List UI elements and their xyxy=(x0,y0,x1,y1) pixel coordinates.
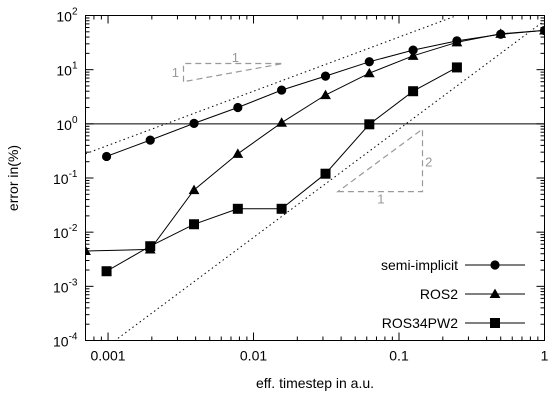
data-point xyxy=(451,62,462,73)
data-point xyxy=(276,117,288,127)
data-point xyxy=(276,203,287,214)
x-axis-label: eff. timestep in a.u. xyxy=(256,375,374,391)
y-tick-label: 101 xyxy=(56,61,78,79)
data-point xyxy=(277,85,287,95)
legend-marker xyxy=(489,288,501,299)
data-point xyxy=(320,168,331,179)
legend-entry-ROS2: ROS2 xyxy=(420,286,525,302)
x-tick-label: 0.1 xyxy=(389,348,409,364)
legend-entry-semi-implicit: semi-implicit xyxy=(381,257,525,273)
legend-label: semi-implicit xyxy=(381,257,458,273)
series-line xyxy=(106,66,458,272)
slope-triangle-1-label: 1 xyxy=(232,50,239,65)
slope-triangle-2-label: 2 xyxy=(425,155,432,170)
data-point xyxy=(233,102,243,113)
slope-triangle-2 xyxy=(336,127,424,193)
data-point xyxy=(407,50,419,60)
legend-marker xyxy=(490,260,500,270)
data-point xyxy=(232,148,244,158)
x-tick-label: 1 xyxy=(541,348,548,364)
y-axis-label: error in(%) xyxy=(5,145,21,211)
data-point xyxy=(145,241,156,252)
data-point xyxy=(408,45,418,55)
axis-ticks: 0.001 0.01 0.1 1 10-4 10-3 10-2 10-1 100 101 102 xyxy=(53,7,548,364)
y-tick-label: 10-2 xyxy=(53,223,78,241)
y-tick-label: 10-3 xyxy=(53,277,78,295)
data-point xyxy=(85,245,91,256)
data-point xyxy=(364,119,375,130)
y-tick-label: 10-1 xyxy=(53,169,78,187)
data-point xyxy=(189,118,199,128)
data-point xyxy=(189,219,200,230)
y-tick-label: 10-4 xyxy=(53,332,78,350)
data-series xyxy=(85,25,545,277)
data-point xyxy=(101,151,112,162)
slope-triangle-1-label: 1 xyxy=(172,65,179,80)
data-point xyxy=(408,86,419,97)
reference-line-slope-2 xyxy=(114,20,545,341)
data-point xyxy=(320,89,331,100)
data-point xyxy=(495,28,507,38)
reference-lines xyxy=(85,15,545,341)
x-tick-label: 0.01 xyxy=(240,348,267,364)
data-point xyxy=(101,266,112,277)
plot-frame xyxy=(85,15,545,341)
data-point xyxy=(320,71,331,81)
reference-line-slope-1 xyxy=(85,15,459,155)
data-point xyxy=(364,57,374,67)
y-tick-label: 102 xyxy=(56,7,78,25)
legend-marker xyxy=(490,318,500,328)
legend-entry-ROS34PW2: ROS34PW2 xyxy=(382,315,525,331)
x-tick-label: 0.001 xyxy=(91,348,126,364)
slope-triangle-1 xyxy=(182,62,284,83)
legend: semi-implicit ROS2 ROS34PW2 xyxy=(381,257,525,331)
data-point xyxy=(188,184,200,195)
slope-triangles: 1 1 2 1 xyxy=(172,50,433,206)
series-ROS34PW2 xyxy=(101,62,462,277)
data-point xyxy=(145,135,155,145)
legend-label: ROS34PW2 xyxy=(382,315,458,331)
legend-label: ROS2 xyxy=(420,286,458,302)
slope-triangle-2-label: 1 xyxy=(377,191,384,206)
y-tick-label: 100 xyxy=(56,115,78,133)
data-point xyxy=(363,67,375,78)
data-point xyxy=(451,36,463,47)
data-point xyxy=(232,203,243,214)
